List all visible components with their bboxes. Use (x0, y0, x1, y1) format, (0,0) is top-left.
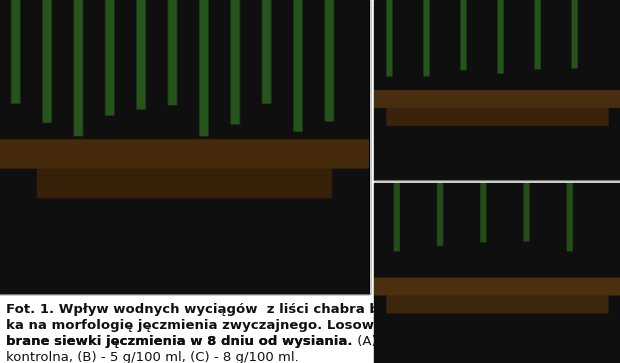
Bar (374, 183, 620, 363)
Text: kontrolna, (B) - 5 g/100 ml, (C) - 8 g/100 ml.: kontrolna, (B) - 5 g/100 ml, (C) - 8 g/1… (6, 351, 299, 363)
Text: ka na morfologię jęczmienia zwyczajnego. Losowo wy-: ka na morfologię jęczmienia zwyczajnego.… (6, 319, 415, 332)
Bar (377, 5, 411, 29)
Bar (32, 31, 43, 42)
Bar (65, 31, 76, 42)
Bar (9, 20, 20, 31)
Bar (20, 31, 32, 42)
Bar (43, 31, 54, 42)
Text: Fot. 1. Wpływ wodnych wyciągów  z liści chabra bławat-: Fot. 1. Wpływ wodnych wyciągów z liści c… (6, 303, 426, 316)
Bar (65, 20, 76, 31)
Bar (76, 31, 87, 42)
Bar (54, 42, 65, 53)
Text: (A) - próba: (A) - próba (353, 335, 428, 348)
Text: A: A (339, 272, 350, 285)
Text: C: C (389, 193, 399, 207)
Text: B: B (388, 10, 399, 24)
Text: 5 cm: 5 cm (11, 8, 42, 21)
Bar (20, 42, 32, 53)
Bar (76, 42, 87, 53)
Bar (377, 189, 411, 212)
Bar (76, 20, 87, 31)
Bar (374, 0, 620, 180)
Bar (54, 20, 65, 31)
Bar (0, 0, 369, 294)
Bar (9, 42, 20, 53)
Bar (327, 267, 361, 290)
Bar (87, 42, 99, 53)
Bar (43, 42, 54, 53)
Text: brane siewki jęczmienia w 8 dniu od wysiania.: brane siewki jęczmienia w 8 dniu od wysi… (6, 335, 353, 348)
Bar (87, 20, 99, 31)
Bar (32, 20, 43, 31)
Text: brane siewki jęczmienia w 8 dniu od wysiania.: brane siewki jęczmienia w 8 dniu od wysi… (6, 335, 353, 348)
Bar (20, 20, 32, 31)
Bar (32, 42, 43, 53)
Bar (65, 42, 76, 53)
Bar (87, 31, 99, 42)
Bar (54, 31, 65, 42)
Bar (9, 31, 20, 42)
Bar (43, 20, 54, 31)
